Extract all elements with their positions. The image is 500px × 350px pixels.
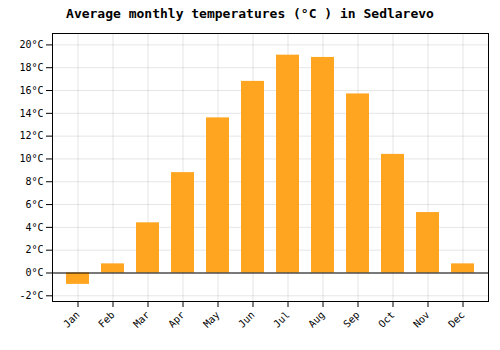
svg-text:18°C: 18°C bbox=[19, 62, 43, 73]
svg-text:Sep: Sep bbox=[341, 309, 362, 330]
svg-text:Jan: Jan bbox=[61, 309, 82, 330]
svg-text:May: May bbox=[201, 309, 222, 330]
html-text:Average monthly temperatures (: Average monthly temperatures (°C ) in Se… bbox=[66, 6, 434, 21]
svg-text:12°C: 12°C bbox=[19, 130, 43, 141]
svg-text:Apr: Apr bbox=[166, 309, 187, 330]
svg-text:Jul: Jul bbox=[271, 309, 292, 330]
svg-text:Nov: Nov bbox=[411, 309, 432, 330]
svg-text:Mar: Mar bbox=[131, 309, 152, 330]
svg-text:Aug: Aug bbox=[306, 309, 327, 330]
svg-text:Jun: Jun bbox=[236, 309, 257, 330]
svg-text:6°C: 6°C bbox=[25, 199, 43, 210]
svg-text:20°C: 20°C bbox=[19, 39, 43, 50]
svg-text:2°C: 2°C bbox=[25, 244, 43, 255]
svg-text:0°C: 0°C bbox=[25, 267, 43, 278]
svg-text:16°C: 16°C bbox=[19, 85, 43, 96]
svg-text:Oct: Oct bbox=[376, 309, 397, 330]
svg-text:14°C: 14°C bbox=[19, 108, 43, 119]
svg-text:Dec: Dec bbox=[446, 309, 467, 330]
svg-text:-2°C: -2°C bbox=[19, 290, 43, 301]
svg-text:10°C: 10°C bbox=[19, 153, 43, 164]
svg-text:8°C: 8°C bbox=[25, 176, 43, 187]
svg-text:Feb: Feb bbox=[96, 309, 117, 330]
svg-text:4°C: 4°C bbox=[25, 222, 43, 233]
